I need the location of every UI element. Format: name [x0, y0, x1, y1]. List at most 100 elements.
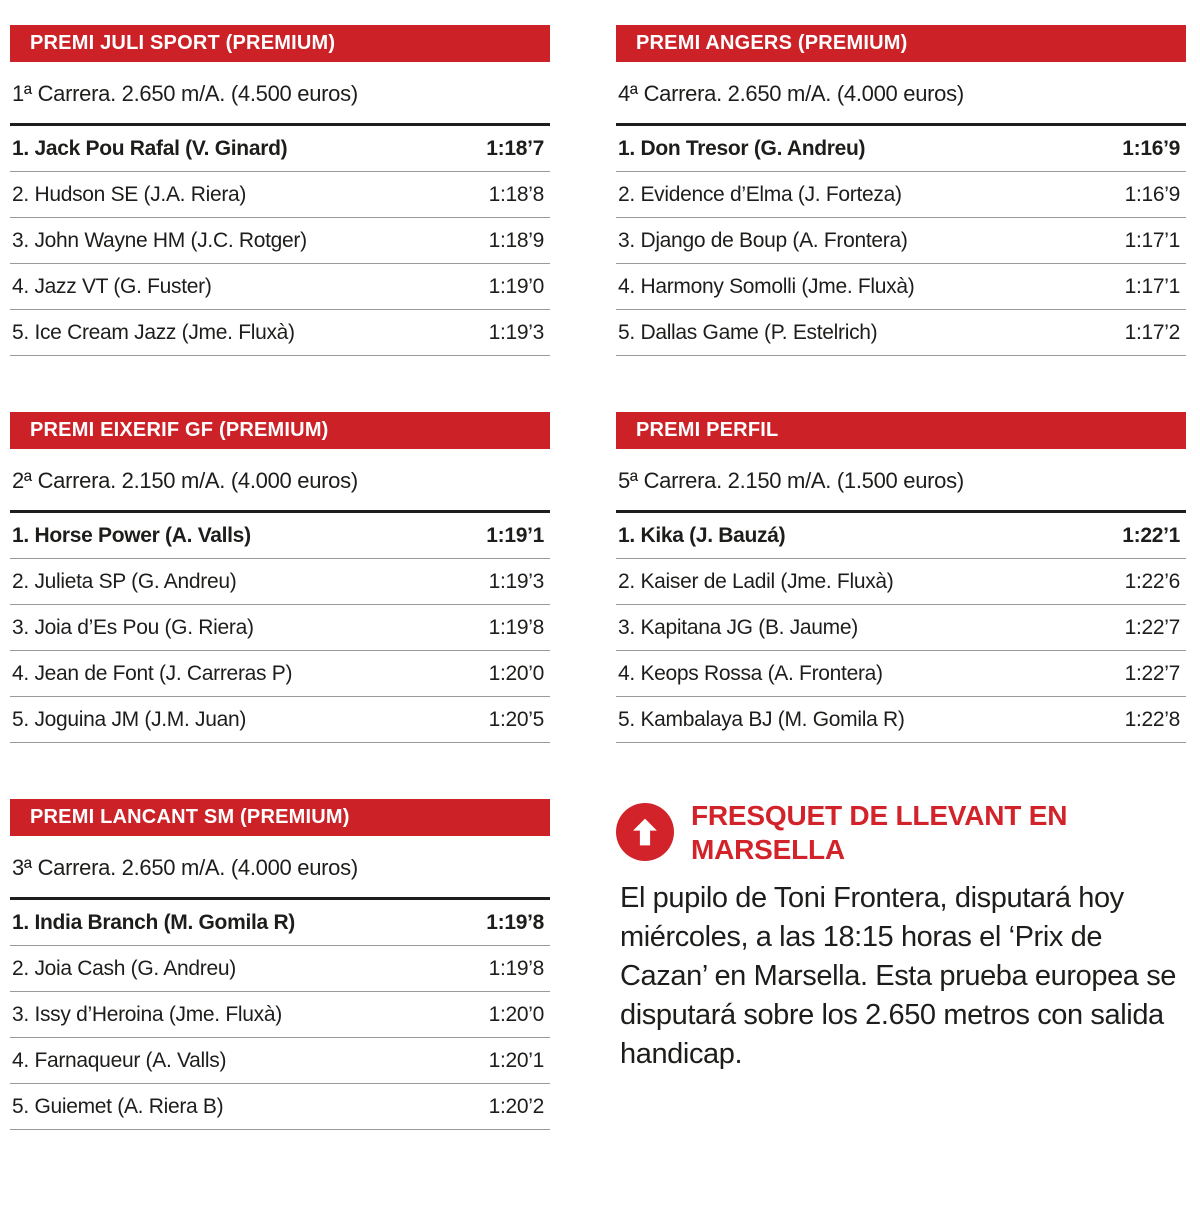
horse-name: 4. Jazz VT (G. Fuster) — [12, 274, 212, 298]
race-time: 1:22’8 — [1124, 707, 1181, 731]
race-time: 1:20’2 — [488, 1094, 545, 1118]
race-time: 1:19’1 — [486, 523, 544, 547]
table-row: 4. Jean de Font (J. Carreras P) 1:20’0 — [10, 651, 550, 697]
race-title: PREMI ANGERS (PREMIUM) — [636, 32, 908, 54]
table-row: 5. Guiemet (A. Riera B) 1:20’2 — [10, 1084, 550, 1130]
race-rows: 1. Horse Power (A. Valls) 1:19’1 2. Juli… — [10, 513, 550, 743]
race-time: 1:20’0 — [488, 661, 545, 685]
race-subtitle: 4ª Carrera. 2.650 m/A. (4.000 euros) — [616, 62, 1186, 126]
horse-name: 3. Kapitana JG (B. Jaume) — [618, 615, 858, 639]
news-note-body: El pupilo de Toni Frontera, disputará ho… — [620, 882, 1177, 1070]
race-time: 1:18’8 — [488, 182, 545, 206]
horse-name: 3. Joia d’Es Pou (G. Riera) — [12, 615, 254, 639]
race-subtitle: 3ª Carrera. 2.650 m/A. (4.000 euros) — [10, 836, 550, 900]
horse-name: 1. India Branch (M. Gomila R) — [12, 910, 296, 934]
table-row: 1. Horse Power (A. Valls) 1:19’1 — [10, 513, 550, 559]
race-table-juli-sport: PREMI JULI SPORT (PREMIUM) 1ª Carrera. 2… — [10, 25, 550, 356]
horse-name: 4. Jean de Font (J. Carreras P) — [12, 661, 293, 685]
race-time: 1:19’0 — [488, 274, 545, 298]
horse-name: 5. Joguina JM (J.M. Juan) — [12, 707, 247, 731]
race-title: PREMI PERFIL — [636, 419, 779, 441]
race-time: 1:22’1 — [1122, 523, 1180, 547]
race-subtitle: 5ª Carrera. 2.150 m/A. (1.500 euros) — [616, 449, 1186, 513]
table-row: 5. Ice Cream Jazz (Jme. Fluxà) 1:19’3 — [10, 310, 550, 356]
table-row: 3. Kapitana JG (B. Jaume) 1:22’7 — [616, 605, 1186, 651]
horse-name: 5. Dallas Game (P. Estelrich) — [618, 320, 878, 344]
race-time: 1:16’9 — [1122, 136, 1180, 160]
race-subtitle: 2ª Carrera. 2.150 m/A. (4.000 euros) — [10, 449, 550, 513]
race-subtitle: 1ª Carrera. 2.650 m/A. (4.500 euros) — [10, 62, 550, 126]
table-row: 1. Jack Pou Rafal (V. Ginard) 1:18’7 — [10, 126, 550, 172]
race-time: 1:17’2 — [1124, 320, 1181, 344]
race-rows: 1. Don Tresor (G. Andreu) 1:16’9 2. Evid… — [616, 126, 1186, 356]
table-row: 5. Dallas Game (P. Estelrich) 1:17’2 — [616, 310, 1186, 356]
race-time: 1:16’9 — [1124, 182, 1181, 206]
news-note-header: FRESQUET DE LLEVANT EN MARSELLA — [616, 799, 1186, 867]
table-row: 4. Harmony Somolli (Jme. Fluxà) 1:17’1 — [616, 264, 1186, 310]
race-time: 1:19’3 — [488, 320, 545, 344]
race-time: 1:19’3 — [488, 569, 545, 593]
news-note: FRESQUET DE LLEVANT EN MARSELLA El pupil… — [616, 799, 1186, 1074]
race-table-lancant: PREMI LANCANT SM (PREMIUM) 3ª Carrera. 2… — [10, 799, 550, 1130]
race-time: 1:19’8 — [488, 615, 545, 639]
horse-name: 3. Issy d’Heroina (Jme. Fluxà) — [12, 1002, 282, 1026]
horse-name: 3. John Wayne HM (J.C. Rotger) — [12, 228, 307, 252]
table-row: 3. John Wayne HM (J.C. Rotger) 1:18’9 — [10, 218, 550, 264]
race-time: 1:22’6 — [1124, 569, 1181, 593]
race-time: 1:19’8 — [488, 956, 545, 980]
table-row: 4. Farnaqueur (A. Valls) 1:20’1 — [10, 1038, 550, 1084]
race-table-header: PREMI ANGERS (PREMIUM) — [616, 25, 1186, 62]
race-table-perfil: PREMI PERFIL 5ª Carrera. 2.150 m/A. (1.5… — [616, 412, 1186, 743]
table-row: 2. Kaiser de Ladil (Jme. Fluxà) 1:22’6 — [616, 559, 1186, 605]
race-time: 1:20’5 — [488, 707, 545, 731]
table-row: 2. Julieta SP (G. Andreu) 1:19’3 — [10, 559, 550, 605]
table-row: 3. Issy d’Heroina (Jme. Fluxà) 1:20’0 — [10, 992, 550, 1038]
horse-name: 1. Jack Pou Rafal (V. Ginard) — [12, 136, 288, 160]
race-title: PREMI LANCANT SM (PREMIUM) — [30, 806, 350, 828]
horse-name: 4. Farnaqueur (A. Valls) — [12, 1048, 227, 1072]
horse-name: 2. Evidence d’Elma (J. Forteza) — [618, 182, 902, 206]
race-rows: 1. Jack Pou Rafal (V. Ginard) 1:18’7 2. … — [10, 126, 550, 356]
table-row: 1. India Branch (M. Gomila R) 1:19’8 — [10, 900, 550, 946]
table-row: 2. Hudson SE (J.A. Riera) 1:18’8 — [10, 172, 550, 218]
arrow-up-circle-icon — [616, 803, 674, 861]
race-time: 1:17’1 — [1124, 228, 1181, 252]
horse-name: 2. Kaiser de Ladil (Jme. Fluxà) — [618, 569, 894, 593]
race-table-eixerif: PREMI EIXERIF GF (PREMIUM) 2ª Carrera. 2… — [10, 412, 550, 743]
left-column: PREMI JULI SPORT (PREMIUM) 1ª Carrera. 2… — [10, 25, 550, 1186]
race-time: 1:20’0 — [488, 1002, 545, 1026]
horse-name: 4. Harmony Somolli (Jme. Fluxà) — [618, 274, 915, 298]
horse-name: 1. Don Tresor (G. Andreu) — [618, 136, 866, 160]
table-row: 4. Keops Rossa (A. Frontera) 1:22’7 — [616, 651, 1186, 697]
table-row: 3. Joia d’Es Pou (G. Riera) 1:19’8 — [10, 605, 550, 651]
race-table-header: PREMI PERFIL — [616, 412, 1186, 449]
table-row: 1. Kika (J. Bauzá) 1:22’1 — [616, 513, 1186, 559]
race-time: 1:22’7 — [1124, 615, 1181, 639]
race-table-header: PREMI JULI SPORT (PREMIUM) — [10, 25, 550, 62]
race-time: 1:18’7 — [486, 136, 544, 160]
table-row: 3. Django de Boup (A. Frontera) 1:17’1 — [616, 218, 1186, 264]
race-time: 1:18’9 — [488, 228, 545, 252]
horse-name: 4. Keops Rossa (A. Frontera) — [618, 661, 883, 685]
horse-name: 5. Ice Cream Jazz (Jme. Fluxà) — [12, 320, 295, 344]
race-time: 1:19’8 — [486, 910, 544, 934]
race-title: PREMI EIXERIF GF (PREMIUM) — [30, 419, 329, 441]
horse-name: 2. Joia Cash (G. Andreu) — [12, 956, 236, 980]
table-row: 4. Jazz VT (G. Fuster) 1:19’0 — [10, 264, 550, 310]
horse-name: 2. Julieta SP (G. Andreu) — [12, 569, 237, 593]
table-row: 2. Evidence d’Elma (J. Forteza) 1:16’9 — [616, 172, 1186, 218]
race-rows: 1. India Branch (M. Gomila R) 1:19’8 2. … — [10, 900, 550, 1130]
race-table-angers: PREMI ANGERS (PREMIUM) 4ª Carrera. 2.650… — [616, 25, 1186, 356]
horse-name: 3. Django de Boup (A. Frontera) — [618, 228, 908, 252]
table-row: 2. Joia Cash (G. Andreu) 1:19’8 — [10, 946, 550, 992]
race-rows: 1. Kika (J. Bauzá) 1:22’1 2. Kaiser de L… — [616, 513, 1186, 743]
right-column: PREMI ANGERS (PREMIUM) 4ª Carrera. 2.650… — [616, 25, 1186, 1186]
race-title: PREMI JULI SPORT (PREMIUM) — [30, 32, 336, 54]
race-time: 1:22’7 — [1124, 661, 1181, 685]
horse-name: 1. Horse Power (A. Valls) — [12, 523, 251, 547]
table-row: 1. Don Tresor (G. Andreu) 1:16’9 — [616, 126, 1186, 172]
race-table-header: PREMI EIXERIF GF (PREMIUM) — [10, 412, 550, 449]
race-table-header: PREMI LANCANT SM (PREMIUM) — [10, 799, 550, 836]
horse-name: 2. Hudson SE (J.A. Riera) — [12, 182, 247, 206]
